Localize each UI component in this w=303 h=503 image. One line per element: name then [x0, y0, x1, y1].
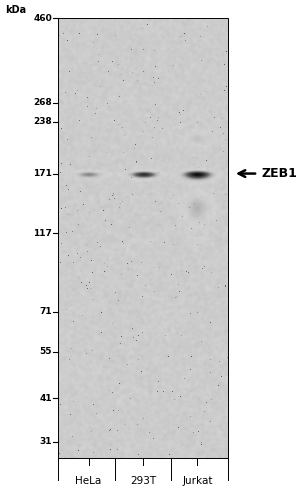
Text: kDa: kDa: [5, 5, 26, 15]
Text: 460: 460: [33, 14, 52, 23]
Text: 31: 31: [39, 438, 52, 447]
Text: 171: 171: [33, 169, 52, 178]
Text: HeLa: HeLa: [75, 476, 102, 486]
Text: Jurkat: Jurkat: [182, 476, 213, 486]
Text: ZEB1: ZEB1: [261, 167, 297, 180]
Text: 238: 238: [33, 117, 52, 126]
Text: 71: 71: [39, 307, 52, 316]
Text: 117: 117: [33, 229, 52, 238]
Bar: [58, 18, 228, 458]
Text: 293T: 293T: [130, 476, 156, 486]
Text: 41: 41: [39, 393, 52, 402]
Text: 268: 268: [33, 99, 52, 108]
Text: 55: 55: [39, 348, 52, 356]
